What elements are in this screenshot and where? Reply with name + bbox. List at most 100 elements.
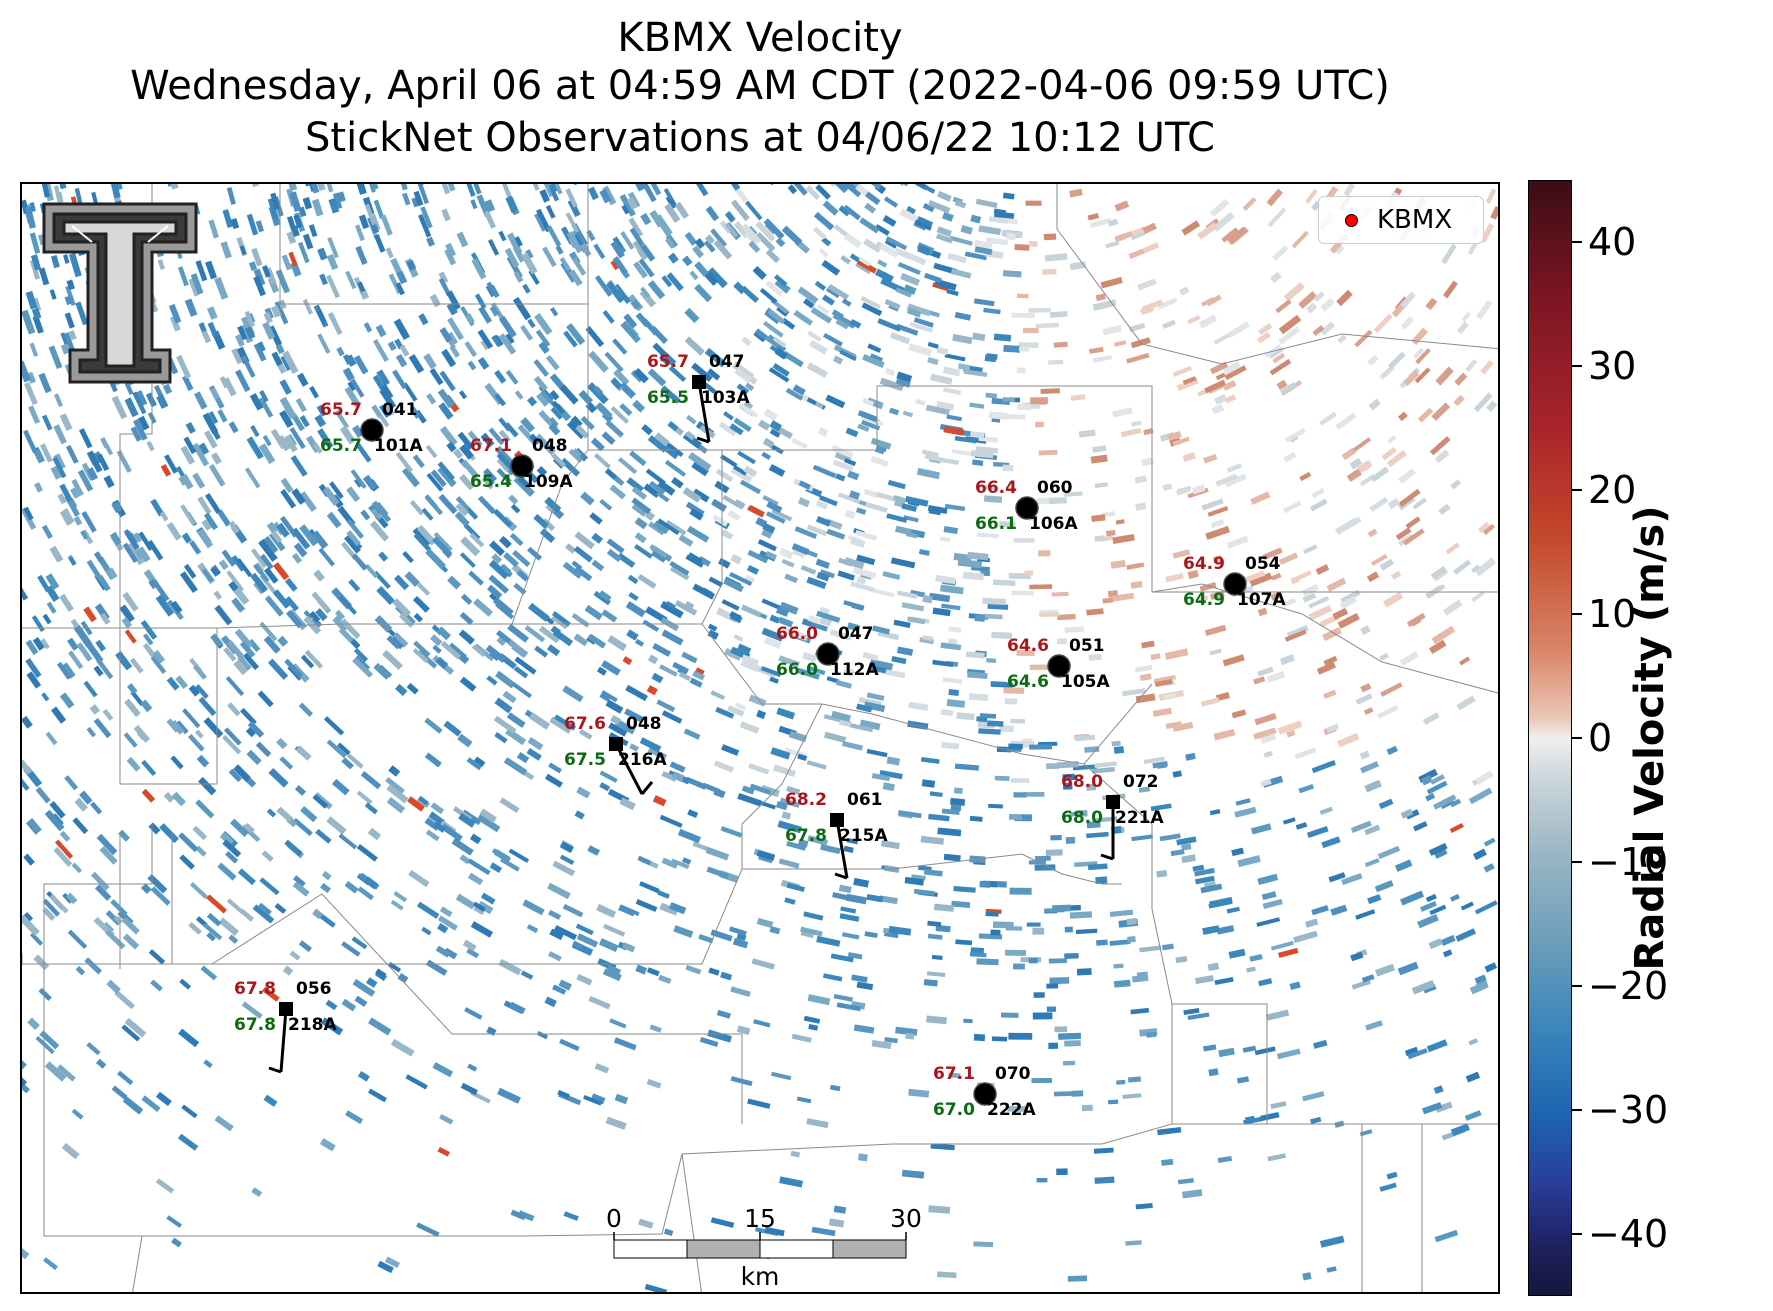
station-dewpoint: 64.9 (1183, 590, 1225, 610)
colorbar-tick-mark (1572, 861, 1582, 863)
station-wind-direction: 072 (1123, 772, 1159, 792)
station-id: 215A (839, 826, 888, 846)
colorbar-tick-mark (1572, 241, 1582, 243)
colorbar-tick-mark (1572, 1233, 1582, 1235)
station-dewpoint: 65.7 (320, 436, 362, 456)
station-dewpoint: 68.0 (1061, 808, 1103, 828)
station-temperature: 66.0 (776, 624, 818, 644)
station-temperature: 67.1 (933, 1064, 975, 1084)
station-temperature: 68.0 (1061, 772, 1103, 792)
colorbar-tick-label: −30 (1588, 1088, 1669, 1132)
station-circle-marker (816, 642, 840, 666)
colorbar-tick-label: 20 (1588, 468, 1637, 512)
station-square-marker (692, 375, 706, 389)
colorbar-tick-label: −20 (1588, 964, 1669, 1008)
county-borders (22, 184, 1498, 1292)
station-square-marker (279, 1002, 293, 1016)
station-temperature: 64.9 (1183, 554, 1225, 574)
colorbar-tick-mark (1572, 613, 1582, 615)
station-wind-direction: 047 (838, 624, 874, 644)
station-circle-marker (1047, 654, 1071, 678)
station-circle-marker (1223, 572, 1247, 596)
station-id: 105A (1061, 672, 1110, 692)
station-temperature: 67.1 (470, 436, 512, 456)
station-wind-direction: 060 (1037, 478, 1073, 498)
station-dewpoint: 66.1 (975, 514, 1017, 534)
station-id: 109A (524, 472, 573, 492)
station-dewpoint: 67.8 (234, 1015, 276, 1035)
station-temperature: 65.7 (320, 400, 362, 420)
station-square-marker (609, 737, 623, 751)
velocity-pixels (22, 184, 1498, 1292)
station-id: 218A (288, 1015, 337, 1035)
station-id: 222A (987, 1100, 1036, 1120)
scale-tick-0: 0 (606, 1204, 622, 1233)
colorbar-tick-label: 10 (1588, 592, 1637, 636)
scale-tick-15: 15 (744, 1204, 776, 1233)
legend-label: KBMX (1377, 205, 1453, 235)
colorbar-tick-mark (1572, 737, 1582, 739)
station-circle-marker (510, 454, 534, 478)
colorbar-tick-label: −10 (1588, 840, 1669, 884)
station-wind-direction: 054 (1245, 554, 1281, 574)
colorbar-tick-mark (1572, 985, 1582, 987)
colorbar-tick-mark (1572, 1109, 1582, 1111)
map-title: KBMX Velocity (617, 15, 903, 61)
scale-tick-30: 30 (890, 1204, 922, 1233)
station-temperature: 67.6 (564, 714, 606, 734)
radar-map[interactable] (20, 182, 1500, 1294)
station-wind-direction: 048 (532, 436, 568, 456)
station-circle-marker (360, 418, 384, 442)
scale-unit: km (740, 1262, 780, 1291)
wind-barb (697, 381, 711, 443)
station-circle-marker (1015, 496, 1039, 520)
station-dewpoint: 65.4 (470, 472, 512, 492)
station-wind-direction: 070 (995, 1064, 1031, 1084)
map-subtitle-observations: StickNet Observations at 04/06/22 10:12 … (305, 115, 1215, 161)
colorbar-tick-mark (1572, 365, 1582, 367)
map-legend: KBMX (1318, 196, 1484, 244)
station-id: 112A (830, 660, 879, 680)
station-wind-direction: 056 (296, 979, 332, 999)
scale-bar (613, 1232, 907, 1259)
station-wind-direction: 048 (626, 714, 662, 734)
station-temperature: 68.2 (785, 790, 827, 810)
station-wind-direction: 041 (382, 400, 418, 420)
colorbar-tick-label: −40 (1588, 1212, 1669, 1256)
colorbar-tick-mark (1572, 489, 1582, 491)
station-dewpoint: 64.6 (1007, 672, 1049, 692)
station-dewpoint: 67.5 (564, 750, 606, 770)
station-id: 107A (1237, 590, 1286, 610)
station-square-marker (1106, 795, 1120, 809)
station-wind-direction: 061 (847, 790, 883, 810)
station-temperature: 66.4 (975, 478, 1017, 498)
station-temperature: 67.8 (234, 979, 276, 999)
station-square-marker (830, 813, 844, 827)
station-dewpoint: 66.0 (776, 660, 818, 680)
velocity-colorbar (1528, 180, 1572, 1296)
colorbar-tick-label: 0 (1588, 716, 1613, 760)
wind-barb (279, 1008, 288, 1073)
station-id: 101A (374, 436, 423, 456)
wind-barb (614, 743, 644, 795)
station-id: 216A (618, 750, 667, 770)
colorbar-tick-label: 30 (1588, 344, 1637, 388)
station-id: 221A (1115, 808, 1164, 828)
wind-barb (835, 819, 849, 879)
colorbar-title: Radial Velocity (m/s) (1627, 505, 1673, 971)
sticknet-stations (268, 375, 1247, 1106)
station-wind-direction: 047 (709, 352, 745, 372)
map-subtitle-time: Wednesday, April 06 at 04:59 AM CDT (202… (130, 63, 1390, 109)
station-circle-marker (973, 1082, 997, 1106)
station-id: 103A (701, 388, 750, 408)
station-temperature: 64.6 (1007, 636, 1049, 656)
colorbar-tick-label: 40 (1588, 220, 1637, 264)
station-temperature: 65.7 (647, 352, 689, 372)
station-dewpoint: 65.5 (647, 388, 689, 408)
station-dewpoint: 67.8 (785, 826, 827, 846)
texas-tech-logo-icon (42, 202, 198, 384)
radar-velocity-field (22, 184, 1498, 1292)
station-wind-direction: 051 (1069, 636, 1105, 656)
station-id: 106A (1029, 514, 1078, 534)
station-dewpoint: 67.0 (933, 1100, 975, 1120)
